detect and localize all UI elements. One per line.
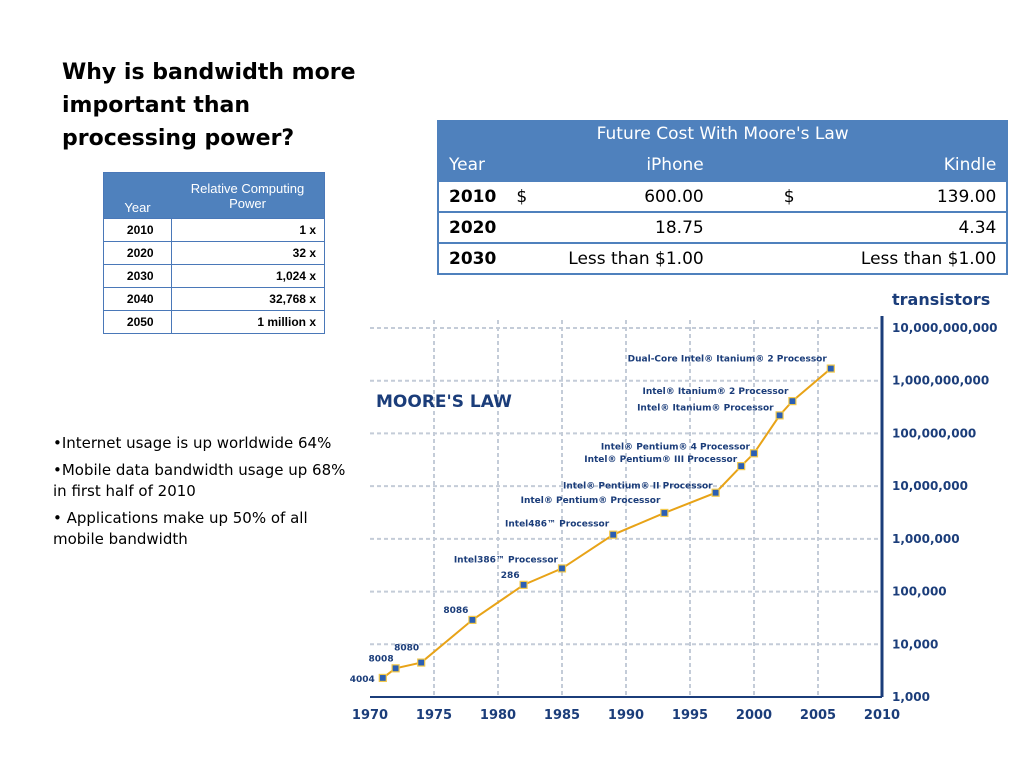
y-tick-label: 1,000 <box>892 690 930 704</box>
rcp-year-cell: 2040 <box>103 287 172 311</box>
y-tick-label: 10,000,000 <box>892 479 968 493</box>
table-row: 2030 Less than $1.00 Less than $1.00 <box>438 242 1008 274</box>
data-point <box>609 530 618 539</box>
data-point <box>519 580 528 589</box>
y-axis-label: transistors <box>892 290 990 309</box>
data-label: 8086 <box>443 606 468 616</box>
fc-header-year: Year <box>438 149 507 181</box>
chart-title: MOORE'S LAW <box>376 392 512 412</box>
data-label: Intel® Itanium® Processor <box>637 403 774 413</box>
fc-currency-cell <box>506 211 538 243</box>
table-row: 2050 1 million x <box>103 310 325 334</box>
moores-law-chart: 1970 1975 1980 1985 1990 1995 2000 2005 2010 1,00… <box>350 290 998 723</box>
rcp-year-cell: 2030 <box>103 264 172 288</box>
y-tick-label: 1,000,000,000 <box>892 374 989 388</box>
fc-iphone-cell: 600.00 <box>537 180 714 212</box>
data-point <box>378 673 387 683</box>
series-line <box>382 367 832 679</box>
bullet-item: •Mobile data bandwidth usage up 68% in f… <box>53 461 346 500</box>
table-row: 2010 $ 600.00 $ 139.00 <box>438 180 1008 212</box>
future-cost-title: Future Cost With Moore's Law <box>437 120 1009 148</box>
fc-header-iphone: iPhone <box>506 149 714 181</box>
data-point <box>468 615 477 625</box>
data-label: Intel® Pentium® 4 Processor <box>601 442 751 452</box>
data-label: Intel® Pentium® III Processor <box>584 455 738 465</box>
table-row: 2020 18.75 4.34 <box>438 211 1008 243</box>
table-row: 2040 32,768 x <box>103 287 325 311</box>
rcp-power-cell: 32,768 x <box>171 287 325 311</box>
fc-currency-cell: $ <box>506 180 538 212</box>
future-cost-table: Future Cost With Moore's Law Year iPhone… <box>437 120 1009 275</box>
data-label: Intel486™ Processor <box>505 520 610 530</box>
rcp-power-cell: 1 million x <box>171 310 325 334</box>
fc-currency-cell <box>713 211 802 243</box>
bullet-item: • Applications make up 50% of all mobile… <box>53 509 308 548</box>
rcp-header-year: Year <box>103 172 171 219</box>
bullet-item: •Internet usage is up worldwide 64% <box>53 434 332 452</box>
data-label: 286 <box>501 571 520 581</box>
fc-year-cell: 2030 <box>438 242 507 274</box>
y-tick-label: 100,000,000 <box>892 426 976 440</box>
data-label: Dual-Core Intel® Itanium® 2 Processor <box>628 355 828 365</box>
data-point <box>660 508 669 518</box>
y-tick-label: 1,000,000 <box>892 532 960 546</box>
rcp-year-cell: 2020 <box>103 241 172 265</box>
fc-year-cell: 2020 <box>438 211 507 243</box>
data-label: 8080 <box>394 644 419 654</box>
fc-kindle-cell: 4.34 <box>801 211 1008 243</box>
data-point <box>711 488 720 497</box>
x-tick-label: 1980 <box>480 708 516 723</box>
x-tick-label: 1990 <box>608 708 644 723</box>
table-row: 2020 32 x <box>103 241 325 265</box>
x-tick-label: 1985 <box>544 708 580 723</box>
data-point <box>749 449 759 458</box>
data-label: Intel® Pentium® II Processor <box>563 482 713 492</box>
relative-computing-power-table: Year Relative Computing Power 2010 1 x 2… <box>103 172 325 334</box>
table-row: 2010 1 x <box>103 218 325 242</box>
rcp-year-cell: 2050 <box>103 310 172 334</box>
data-label: Intel® Pentium® Processor <box>521 496 661 506</box>
rcp-power-cell: 32 x <box>171 241 325 265</box>
fc-iphone-cell: Less than $1.00 <box>537 242 714 274</box>
fc-currency-cell <box>506 242 538 274</box>
rcp-header-power: Relative Computing Power <box>171 172 325 219</box>
y-tick-label: 100,000 <box>892 585 947 599</box>
fc-year-cell: 2010 <box>438 180 507 212</box>
data-point <box>826 364 835 373</box>
data-label: Intel386™ Processor <box>454 555 559 565</box>
x-tick-label: 1995 <box>672 708 708 723</box>
x-tick-label: 2000 <box>736 708 772 723</box>
fc-currency-cell <box>713 242 802 274</box>
data-point <box>737 462 746 471</box>
rcp-year-cell: 2010 <box>103 218 172 242</box>
fc-currency-cell: $ <box>713 180 802 212</box>
data-point <box>775 411 784 420</box>
data-point <box>557 564 567 573</box>
x-tick-label: 2010 <box>864 708 900 723</box>
bullet-list: •Internet usage is up worldwide 64% •Mob… <box>53 433 363 556</box>
fc-kindle-cell: 139.00 <box>801 180 1008 212</box>
fc-kindle-cell: Less than $1.00 <box>801 242 1008 274</box>
fc-iphone-cell: 18.75 <box>537 211 714 243</box>
x-tick-label: 2005 <box>800 708 836 723</box>
rcp-power-cell: 1,024 x <box>171 264 325 288</box>
data-point <box>417 658 426 667</box>
data-label: 8008 <box>369 654 394 664</box>
y-tick-label: 10,000 <box>892 637 938 651</box>
y-tick-label: 10,000,000,000 <box>892 321 998 335</box>
rcp-power-cell: 1 x <box>171 218 325 242</box>
x-tick-label: 1970 <box>352 708 388 723</box>
fc-header-kindle: Kindle <box>713 149 1008 181</box>
slide-title: Why is bandwidth more important than pro… <box>62 60 356 151</box>
data-point <box>391 664 400 673</box>
data-label: 4004 <box>350 675 375 685</box>
table-row: 2030 1,024 x <box>103 264 325 288</box>
data-point <box>788 397 797 406</box>
x-tick-label: 1975 <box>416 708 452 723</box>
data-label: Intel® Itanium® 2 Processor <box>642 387 788 397</box>
